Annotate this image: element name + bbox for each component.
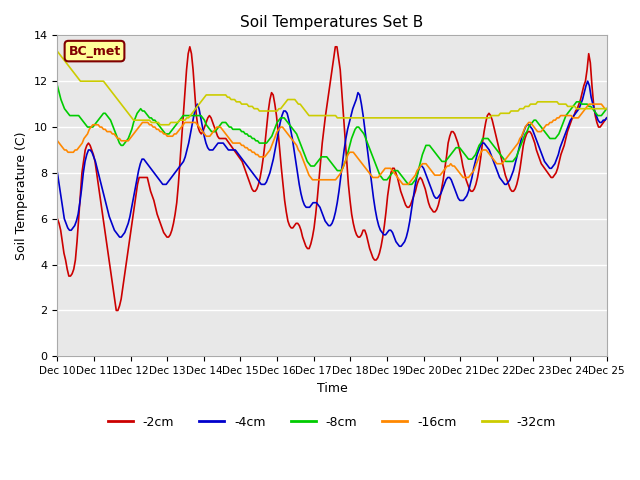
Text: BC_met: BC_met (68, 45, 120, 58)
Legend: -2cm, -4cm, -8cm, -16cm, -32cm: -2cm, -4cm, -8cm, -16cm, -32cm (103, 411, 561, 434)
X-axis label: Time: Time (317, 382, 348, 395)
Title: Soil Temperatures Set B: Soil Temperatures Set B (241, 15, 424, 30)
Y-axis label: Soil Temperature (C): Soil Temperature (C) (15, 132, 28, 260)
